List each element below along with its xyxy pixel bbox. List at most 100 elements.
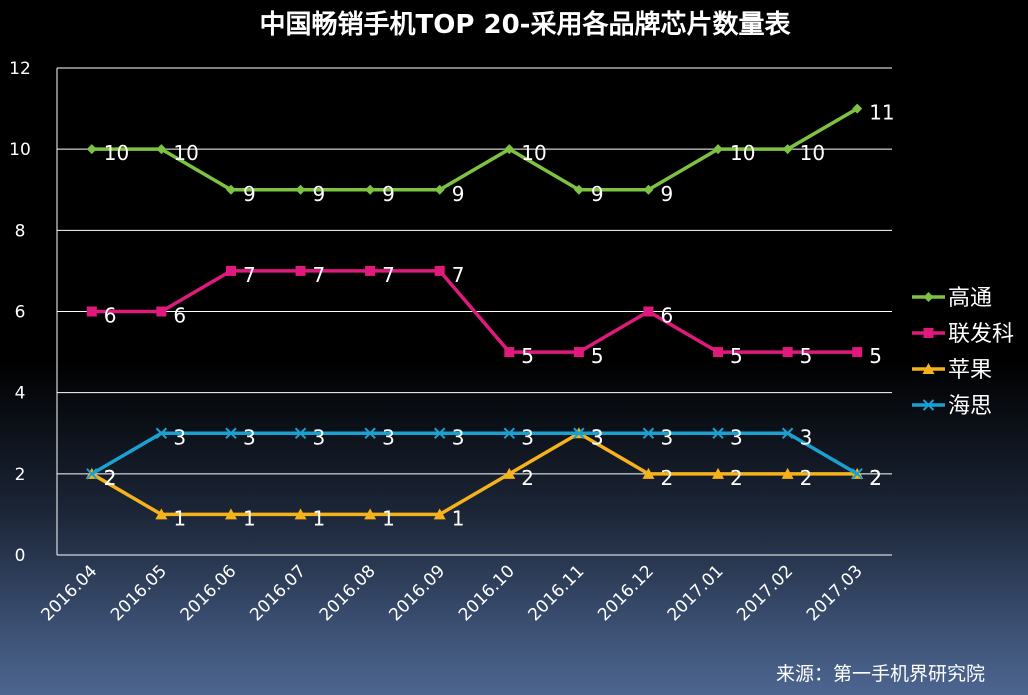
series-line	[91, 269, 858, 354]
data-label: 3	[521, 425, 534, 449]
data-label: 10	[730, 141, 755, 165]
data-point	[643, 306, 654, 317]
data-point	[225, 265, 236, 276]
series-1	[86, 265, 863, 358]
data-label: 10	[173, 141, 198, 165]
data-label: 3	[591, 425, 604, 449]
y-tick-label: 2	[15, 465, 26, 485]
data-label: 2	[104, 466, 117, 490]
data-label: 7	[313, 263, 326, 287]
data-label: 2	[800, 466, 813, 490]
series-0	[86, 103, 863, 195]
data-label: 5	[800, 344, 813, 368]
data-label: 3	[591, 425, 604, 449]
data-label: 3	[730, 425, 743, 449]
x-tick-label: 2016.10	[455, 561, 519, 625]
data-point	[781, 427, 794, 439]
chart-title: 中国畅销手机TOP 20-采用各品牌芯片数量表	[260, 9, 792, 40]
data-point	[365, 184, 376, 195]
data-point	[781, 467, 794, 479]
data-point	[294, 508, 307, 520]
x-tick-label: 2016.12	[594, 561, 658, 625]
data-point	[156, 306, 167, 317]
y-tick-label: 10	[9, 140, 31, 160]
data-label: 1	[313, 506, 326, 530]
data-point	[782, 144, 793, 155]
legend-item: 联发科	[912, 322, 1014, 347]
data-label: 3	[382, 425, 395, 449]
data-point	[503, 467, 516, 479]
series-line	[91, 107, 859, 192]
data-point	[504, 347, 515, 358]
data-point	[642, 467, 655, 479]
legend-label: 海思	[948, 394, 992, 419]
data-label: 5	[591, 344, 604, 368]
x-tick-label: 2017.03	[803, 561, 867, 625]
data-point	[156, 144, 167, 155]
source-note: 来源：第一手机界研究院	[776, 663, 985, 685]
y-tick-label: 12	[9, 59, 31, 79]
data-label: 3	[243, 425, 256, 449]
series-line	[90, 431, 859, 476]
y-tick-label: 4	[15, 384, 26, 404]
data-label: 9	[313, 182, 326, 206]
data-point	[852, 347, 863, 358]
data-point	[225, 184, 236, 195]
data-label: 2	[869, 466, 882, 490]
data-point	[712, 467, 725, 479]
data-point	[642, 427, 655, 439]
data-point	[224, 508, 237, 520]
legend-item: 高通	[912, 286, 992, 311]
x-tick-label: 2017.02	[733, 561, 797, 625]
data-point	[712, 427, 724, 439]
series-3	[86, 427, 863, 480]
data-label: 7	[382, 263, 395, 287]
legend-label: 联发科	[948, 322, 1014, 347]
data-label: 3	[660, 425, 673, 449]
legend-marker	[923, 292, 934, 302]
y-tick-label: 8	[15, 221, 26, 241]
y-tick-label: 6	[15, 303, 26, 323]
data-point	[852, 103, 863, 114]
data-label: 9	[382, 182, 395, 206]
x-tick-labels: 2016.04 2016.05 2016.06 2016.07 2016.08 2016.…	[37, 561, 866, 625]
data-label: 9	[452, 182, 465, 206]
data-point	[434, 184, 445, 195]
x-tick-label: 2016.09	[385, 561, 449, 625]
data-point	[643, 184, 654, 195]
data-label: 7	[452, 263, 465, 287]
x-tick-label: 2016.08	[316, 561, 380, 625]
data-label: 3	[452, 425, 465, 449]
data-point	[86, 306, 97, 317]
legend-marker	[922, 399, 935, 411]
data-point	[573, 347, 584, 358]
data-label: 2	[104, 466, 117, 490]
data-label: 5	[730, 344, 743, 368]
x-tick-label: 2017.01	[664, 561, 728, 625]
data-label: 7	[243, 263, 256, 287]
data-label: 6	[660, 304, 673, 328]
data-label: 6	[173, 304, 186, 328]
data-label: 10	[104, 141, 129, 165]
legend-item: 苹果	[912, 358, 992, 383]
data-label: 3	[173, 425, 186, 449]
data-point	[294, 427, 307, 439]
data-point	[573, 184, 584, 195]
data-label: 1	[173, 506, 186, 530]
data-label: 9	[660, 182, 673, 206]
data-point	[713, 144, 724, 155]
data-label: 9	[591, 182, 604, 206]
data-label: 10	[800, 141, 825, 165]
y-tick-labels: 0 2 4 6 8 10 12	[9, 59, 31, 566]
data-label: 2	[869, 466, 882, 490]
legend-marker	[922, 363, 935, 374]
data-point	[503, 427, 515, 439]
data-label: 6	[104, 304, 117, 328]
data-point	[364, 427, 376, 439]
data-point	[365, 265, 376, 276]
data-point	[573, 427, 585, 439]
data-label: 2	[660, 466, 673, 490]
